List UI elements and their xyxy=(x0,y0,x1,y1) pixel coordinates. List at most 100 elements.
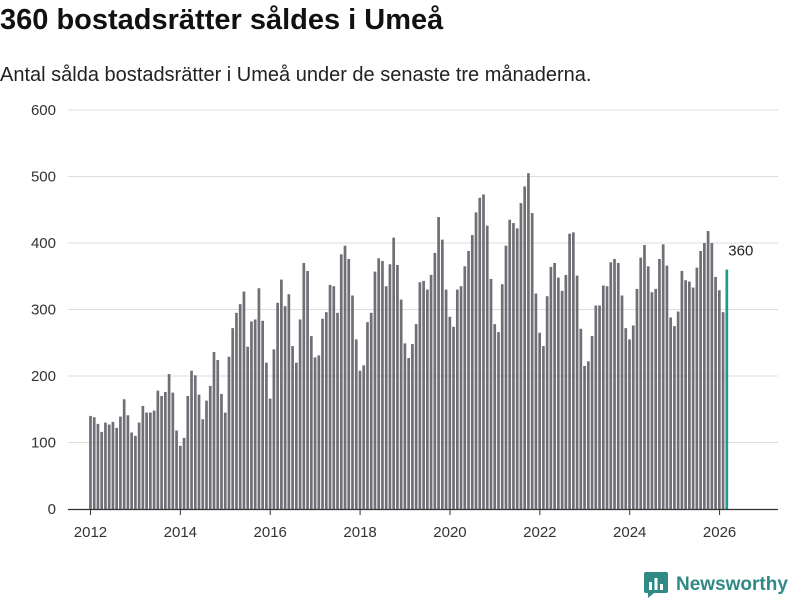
bar xyxy=(253,319,257,509)
x-tick-label: 2016 xyxy=(254,524,287,541)
bar xyxy=(317,355,321,509)
bar xyxy=(598,305,601,509)
highlight-bar xyxy=(725,269,729,509)
bar xyxy=(594,305,598,509)
bar xyxy=(418,282,422,509)
bar xyxy=(579,328,583,509)
bar xyxy=(347,258,351,509)
bar xyxy=(560,290,564,509)
bar xyxy=(306,270,309,509)
x-tick-label: 2022 xyxy=(523,524,556,541)
bar xyxy=(654,288,658,509)
bar xyxy=(396,264,399,509)
chart-subtitle: Antal sålda bostadsrätter i Umeå under d… xyxy=(0,64,592,86)
x-tick-label: 2026 xyxy=(703,524,736,541)
bar xyxy=(549,266,553,509)
bar xyxy=(485,225,489,509)
x-tick-label: 2012 xyxy=(74,524,107,541)
bar xyxy=(616,262,620,509)
bar xyxy=(201,419,205,509)
bar xyxy=(332,286,336,509)
bar xyxy=(313,357,317,509)
y-tick-label: 200 xyxy=(31,368,56,385)
bar xyxy=(639,257,643,509)
bar xyxy=(631,325,635,509)
bar xyxy=(455,289,459,509)
bar xyxy=(620,295,624,509)
bar xyxy=(205,400,208,509)
bar xyxy=(257,288,261,509)
bar xyxy=(373,271,377,509)
bar xyxy=(628,339,631,509)
bar xyxy=(691,287,695,509)
bar xyxy=(115,427,119,509)
bar xyxy=(478,197,482,509)
bar xyxy=(111,421,115,509)
bar xyxy=(186,395,190,509)
bar xyxy=(459,286,463,509)
bar xyxy=(669,317,673,509)
bar xyxy=(519,203,523,509)
bar xyxy=(137,422,141,509)
bar xyxy=(403,343,407,509)
bar xyxy=(680,270,684,509)
bar xyxy=(302,262,306,509)
bar xyxy=(134,435,137,509)
bar xyxy=(433,252,437,509)
bar xyxy=(167,374,171,509)
bar xyxy=(328,284,332,509)
bar xyxy=(411,344,414,509)
y-tick-label: 0 xyxy=(48,501,56,518)
bar xyxy=(426,289,429,509)
y-tick-label: 500 xyxy=(31,169,56,186)
bar xyxy=(658,258,661,509)
bar xyxy=(650,292,654,509)
bar xyxy=(156,390,160,509)
bar xyxy=(688,281,691,509)
bar xyxy=(414,324,418,509)
bar xyxy=(272,349,276,509)
bar xyxy=(175,430,178,509)
bar xyxy=(280,279,283,509)
bar xyxy=(89,415,92,509)
bar xyxy=(504,245,508,509)
bar xyxy=(613,258,616,509)
bar xyxy=(557,277,560,509)
bar xyxy=(369,312,373,509)
bar xyxy=(324,312,328,509)
bar xyxy=(287,294,291,509)
bar xyxy=(489,278,493,509)
last-value-label: 360 xyxy=(728,243,753,260)
bar xyxy=(92,417,96,509)
bar xyxy=(553,262,556,509)
bar xyxy=(568,233,571,509)
bar xyxy=(699,250,702,510)
bar xyxy=(542,346,545,509)
bar xyxy=(336,312,339,509)
x-tick-label: 2018 xyxy=(343,524,376,541)
bar xyxy=(646,266,650,509)
bar xyxy=(104,422,107,509)
bar xyxy=(437,217,440,509)
bar xyxy=(665,265,669,509)
bar xyxy=(160,395,163,509)
bar xyxy=(171,392,175,510)
bar xyxy=(444,289,448,509)
bar xyxy=(242,291,246,509)
bar xyxy=(463,266,467,509)
bar xyxy=(321,318,324,509)
bar xyxy=(126,415,130,509)
bar xyxy=(362,365,366,509)
bar xyxy=(208,385,212,509)
bar xyxy=(422,280,425,509)
bar xyxy=(119,416,122,509)
bar xyxy=(182,437,186,509)
x-tick-label: 2024 xyxy=(613,524,646,541)
bar xyxy=(238,304,242,509)
bar xyxy=(673,326,676,510)
bar xyxy=(467,250,470,510)
x-tick-label: 2020 xyxy=(433,524,466,541)
y-tick-label: 600 xyxy=(31,102,56,119)
bar xyxy=(381,260,384,509)
